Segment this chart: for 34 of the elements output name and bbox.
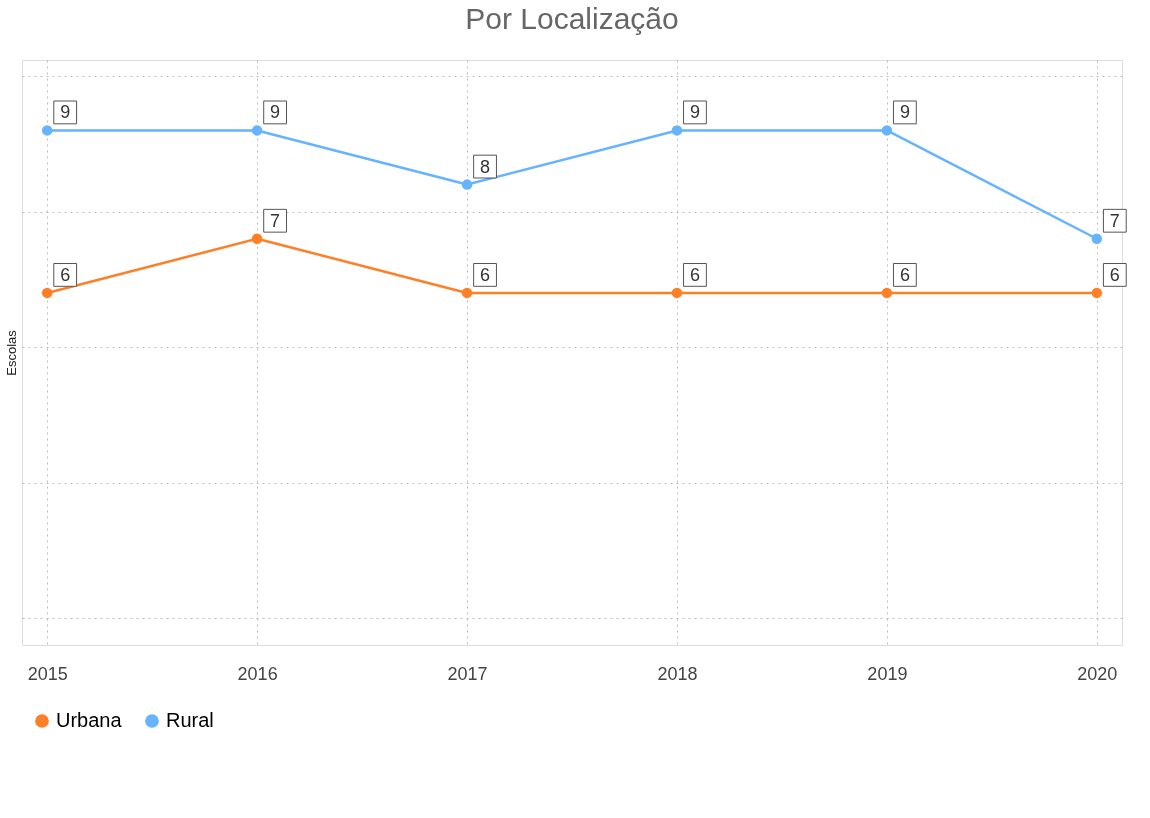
data-label: 7	[270, 210, 281, 231]
data-label: 8	[480, 156, 491, 177]
data-label: 6	[1109, 264, 1120, 285]
point	[461, 287, 473, 299]
point	[251, 125, 263, 136]
data-label: 6	[60, 264, 71, 285]
point	[881, 125, 893, 136]
point	[671, 125, 683, 136]
data-label: 6	[480, 264, 491, 285]
data-label: 9	[60, 102, 71, 123]
data-label: 9	[689, 102, 700, 123]
data-label: 6	[689, 264, 700, 285]
x-tick-label: 2016	[237, 663, 278, 684]
chart-title: Por Localização	[465, 2, 679, 35]
y-axis-title: Escolas	[3, 329, 19, 376]
x-tick-label: 2018	[657, 663, 698, 684]
point	[41, 125, 53, 136]
point	[671, 287, 683, 299]
point	[461, 179, 473, 190]
point	[251, 233, 263, 244]
data-label: 6	[899, 264, 910, 285]
legend-label: Rural	[166, 709, 214, 731]
x-tick-label: 2019	[867, 663, 908, 684]
point	[41, 287, 53, 299]
legend-label: Urbana	[56, 709, 123, 731]
x-tick-label: 2015	[27, 663, 68, 684]
point	[881, 287, 893, 299]
x-tick-label: 2017	[447, 663, 488, 684]
x-tick-label: 2020	[1077, 663, 1118, 684]
data-label: 9	[899, 102, 910, 123]
data-label: 7	[1109, 210, 1120, 231]
point	[1091, 233, 1103, 244]
point	[1091, 287, 1103, 299]
data-label: 9	[270, 102, 281, 123]
